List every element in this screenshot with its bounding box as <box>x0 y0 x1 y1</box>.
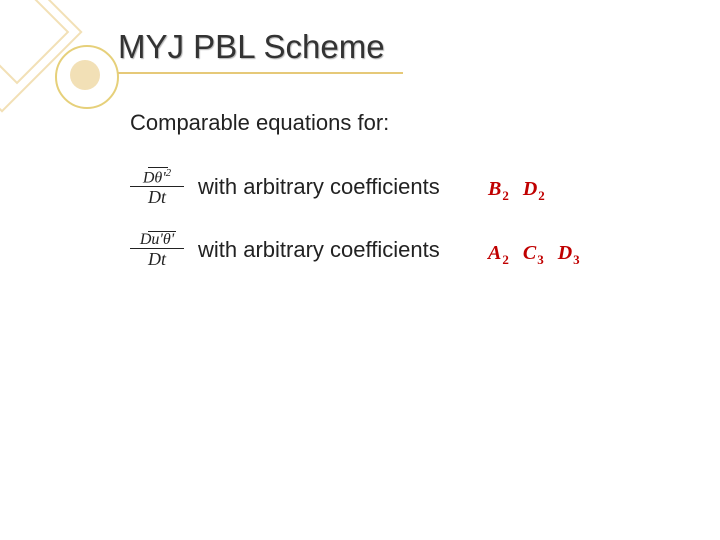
equation-row-1: Dθ'2 Dt with arbitrary coefficients <box>130 168 440 206</box>
fraction-2-numerator: Du'θ' <box>130 232 184 248</box>
row-1-text: with arbitrary coefficients <box>198 174 440 200</box>
coef-C3: C3 <box>523 242 544 268</box>
coef-A2: A2 <box>488 242 509 268</box>
coef-D2: D2 <box>523 178 545 204</box>
equation-row-2: Du'θ' Dt with arbitrary coefficients <box>130 232 440 268</box>
fraction-2: Du'θ' Dt <box>130 232 184 268</box>
deco-ring-inner <box>70 60 100 90</box>
fraction-2-denominator: Dt <box>130 248 184 268</box>
row-2-text: with arbitrary coefficients <box>198 237 440 263</box>
page-title: MYJ PBL Scheme <box>118 28 385 66</box>
fraction-1-denominator: Dt <box>130 186 184 206</box>
coef-D3: D3 <box>558 242 580 268</box>
coefficients-2: A2 C3 D3 <box>488 242 580 268</box>
subtitle: Comparable equations for: <box>130 110 389 136</box>
fraction-1-numerator: Dθ'2 <box>130 168 184 186</box>
title-underline <box>118 72 403 74</box>
coefficients-1: B2 D2 <box>488 178 545 204</box>
fraction-1: Dθ'2 Dt <box>130 168 184 206</box>
coef-B2: B2 <box>488 178 509 204</box>
